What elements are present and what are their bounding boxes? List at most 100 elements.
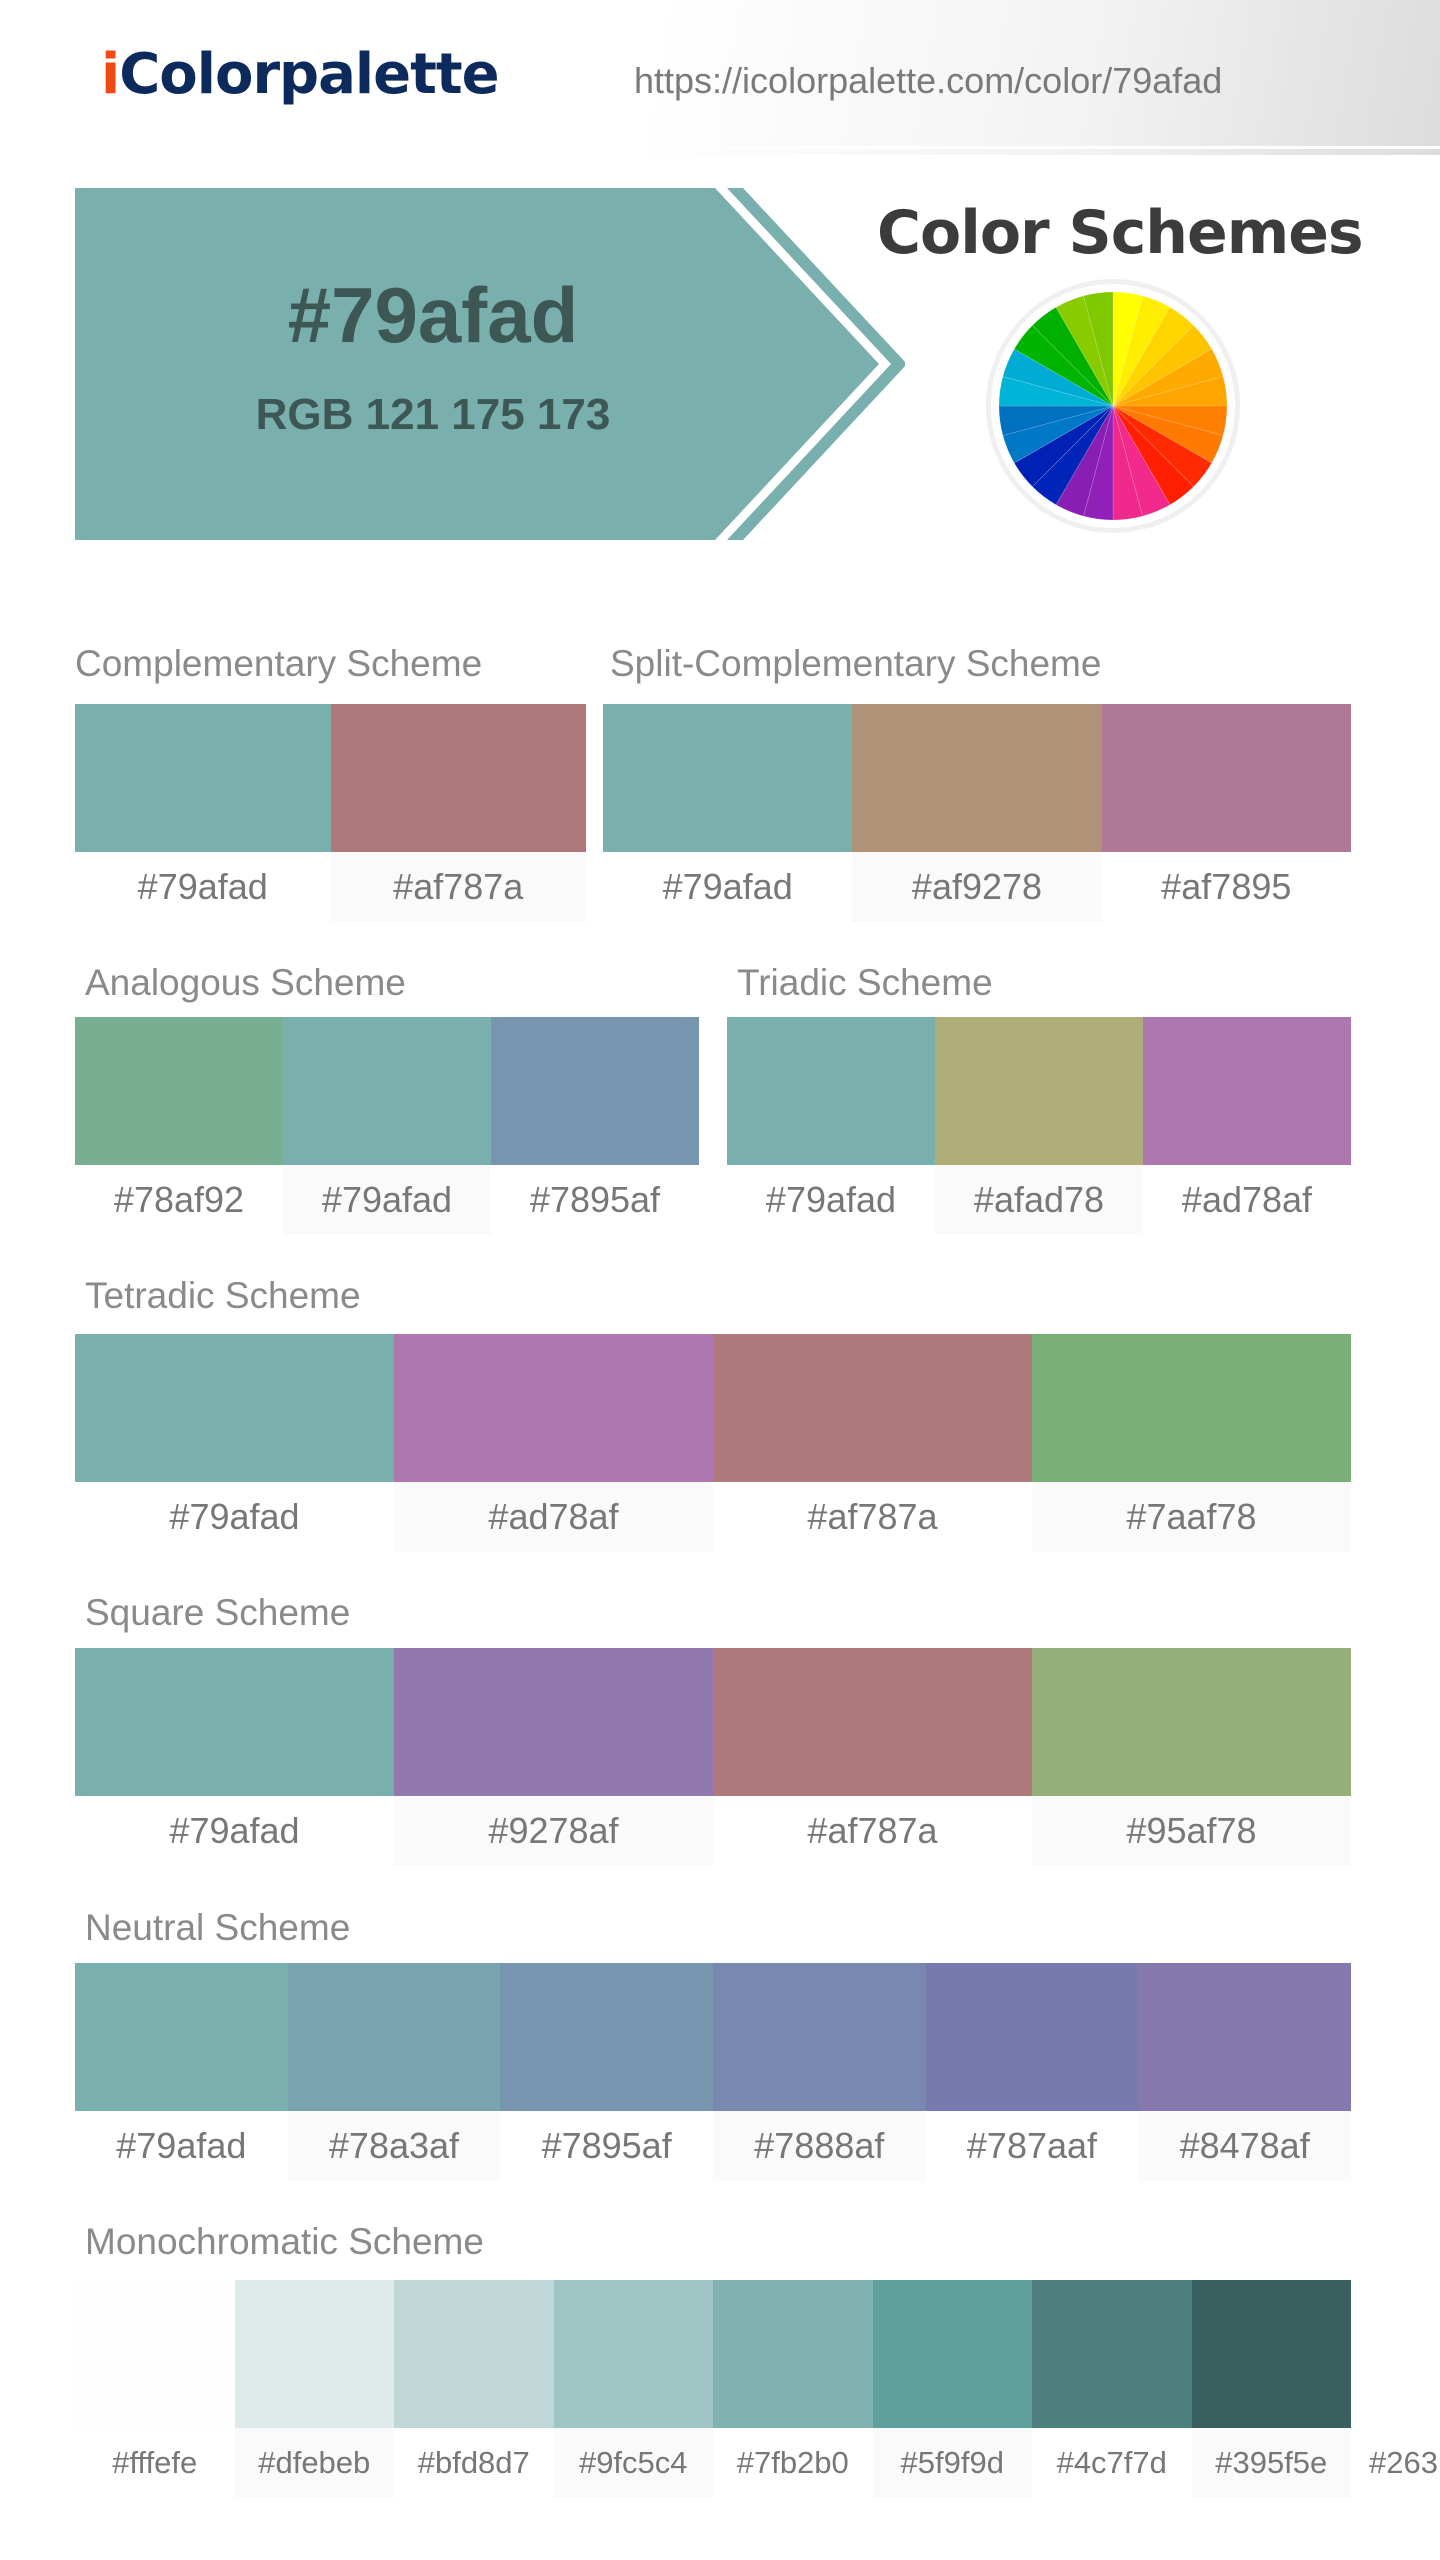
color-swatch[interactable] — [852, 704, 1102, 852]
color-hex-link[interactable]: #8478af — [1138, 2111, 1351, 2181]
color-hex-link[interactable]: #787aaf — [966, 2125, 1098, 2166]
color-swatch[interactable] — [75, 1017, 283, 1165]
scheme-title: Split-Complementary Scheme — [610, 643, 1102, 684]
color-wheel-segment — [1112, 291, 1143, 407]
color-wheel-segment — [1083, 405, 1114, 521]
color-wheel-segment — [1083, 291, 1114, 407]
logo-text: Colorpalette — [119, 42, 499, 107]
color-wheel-segment — [1013, 405, 1114, 488]
color-hex-link[interactable]: #fffefe — [112, 2445, 198, 2480]
header-divider — [560, 146, 1440, 149]
color-hex-link[interactable]: #95af78 — [1032, 1796, 1351, 1866]
color-swatch[interactable] — [75, 2280, 235, 2428]
color-hex-link[interactable]: #7fb2b0 — [736, 2445, 849, 2480]
color-swatch[interactable] — [553, 2280, 713, 2428]
color-swatch[interactable] — [1032, 1648, 1351, 1796]
scheme-title: Tetradic Scheme — [85, 1275, 361, 1316]
color-swatch[interactable] — [287, 1963, 501, 2111]
color-hex-link[interactable]: #7aaf78 — [1032, 1482, 1351, 1552]
color-swatch[interactable] — [713, 1963, 926, 2111]
color-hex-link[interactable]: #7895af — [529, 1179, 661, 1220]
color-swatch[interactable] — [1143, 1017, 1351, 1165]
color-swatch[interactable] — [935, 1017, 1143, 1165]
color-swatch[interactable] — [491, 1017, 699, 1165]
color-wheel-segment — [1031, 306, 1114, 407]
color-swatch[interactable] — [1032, 1334, 1351, 1482]
color-hex-link[interactable]: #4c7f7d — [1056, 2445, 1167, 2480]
color-swatch[interactable] — [727, 1017, 935, 1165]
hero-rgb: RGB 121 175 173 — [255, 390, 611, 439]
color-swatch[interactable] — [1191, 2280, 1351, 2428]
color-swatch[interactable] — [500, 1963, 713, 2111]
color-swatch[interactable] — [713, 2280, 873, 2428]
color-hex-link[interactable]: #ad78af — [394, 1482, 713, 1552]
color-wheel-segment — [1112, 324, 1213, 407]
color-swatch[interactable] — [75, 1963, 288, 2111]
color-hex-link[interactable]: #395f5e — [1191, 2428, 1351, 2498]
color-wheel-segment — [1112, 405, 1213, 488]
scheme-title: Triadic Scheme — [737, 962, 993, 1003]
color-wheel-segment — [1112, 405, 1143, 521]
color-hex-link[interactable]: #9278af — [394, 1796, 713, 1866]
color-wheel-segment — [998, 376, 1114, 407]
hero-color-block — [75, 188, 879, 540]
color-hex-link[interactable]: #79afad — [662, 866, 793, 907]
color-hex-link[interactable]: #af9278 — [852, 852, 1102, 922]
color-swatch[interactable] — [713, 1648, 1032, 1796]
color-hex-link[interactable]: #af787a — [807, 1496, 938, 1537]
scheme-title: Monochromatic Scheme — [85, 2221, 484, 2262]
color-hex-link[interactable]: #7895af — [541, 2125, 672, 2166]
color-wheel-segment — [1112, 405, 1195, 506]
color-wheel-segment — [1112, 376, 1228, 407]
color-hex-link[interactable]: #ad78af — [1181, 1179, 1313, 1220]
color-swatch[interactable] — [394, 2280, 554, 2428]
color-hex-link[interactable]: #79afad — [765, 1179, 897, 1220]
color-hex-link[interactable]: #79afad — [169, 1810, 300, 1851]
color-swatch[interactable] — [872, 2280, 1032, 2428]
color-wheel-segment — [1112, 405, 1228, 436]
color-swatch[interactable] — [925, 1963, 1139, 2111]
scheme-title: Square Scheme — [85, 1592, 351, 1633]
color-wheel-segment — [1055, 295, 1114, 407]
color-hex-link[interactable]: #79afad — [137, 866, 268, 907]
color-swatch[interactable] — [394, 1648, 713, 1796]
color-hex-link[interactable]: #79afad — [116, 2125, 247, 2166]
color-hex-link[interactable]: #5f9f9d — [872, 2428, 1032, 2498]
logo-prefix: i — [101, 42, 120, 107]
color-hex-link[interactable]: #9fc5c4 — [553, 2428, 713, 2498]
color-swatch[interactable] — [603, 704, 853, 852]
color-swatch[interactable] — [234, 2280, 394, 2428]
color-wheel-segment — [1002, 348, 1114, 407]
color-swatch[interactable] — [1032, 2280, 1192, 2428]
color-swatch[interactable] — [75, 1648, 394, 1796]
color-hex-link[interactable]: #afad78 — [935, 1165, 1143, 1235]
color-hex-link[interactable]: #bfd8d7 — [417, 2445, 530, 2480]
color-swatch[interactable] — [1101, 704, 1351, 852]
color-hex-link[interactable]: #78a3af — [287, 2111, 501, 2181]
color-hex-link[interactable]: #af787a — [330, 852, 586, 922]
scheme-title: Analogous Scheme — [85, 962, 406, 1003]
scheme-title: Neutral Scheme — [85, 1907, 351, 1948]
color-hex-link[interactable]: #78af92 — [113, 1179, 245, 1220]
color-swatch[interactable] — [75, 1334, 394, 1482]
color-swatch[interactable] — [1138, 1963, 1351, 2111]
color-hex-link[interactable]: #263 — [1369, 2445, 1438, 2480]
color-wheel-segment — [1112, 405, 1171, 517]
color-hex-link[interactable]: #af787a — [807, 1810, 938, 1851]
color-schemes-title: Color Schemes — [877, 198, 1364, 268]
site-header: iColorpalette https://icolorpalette.com/… — [0, 0, 1440, 155]
color-wheel-segment — [1055, 405, 1114, 517]
color-hex-link[interactable]: #dfebeb — [234, 2428, 394, 2498]
color-hex-link[interactable]: #7888af — [713, 2111, 926, 2181]
color-hex-link[interactable]: #af7895 — [1161, 866, 1292, 907]
color-swatch[interactable] — [713, 1334, 1032, 1482]
color-swatch[interactable] — [394, 1334, 713, 1482]
color-wheel-icon — [985, 278, 1241, 539]
color-hex-link[interactable]: #79afad — [283, 1165, 491, 1235]
color-swatch[interactable] — [75, 704, 331, 852]
color-swatch[interactable] — [283, 1017, 491, 1165]
scheme-title: Complementary Scheme — [75, 643, 483, 684]
site-logo[interactable]: iColorpalette — [101, 42, 500, 107]
color-hex-link[interactable]: #79afad — [169, 1496, 300, 1537]
color-swatch[interactable] — [330, 704, 586, 852]
